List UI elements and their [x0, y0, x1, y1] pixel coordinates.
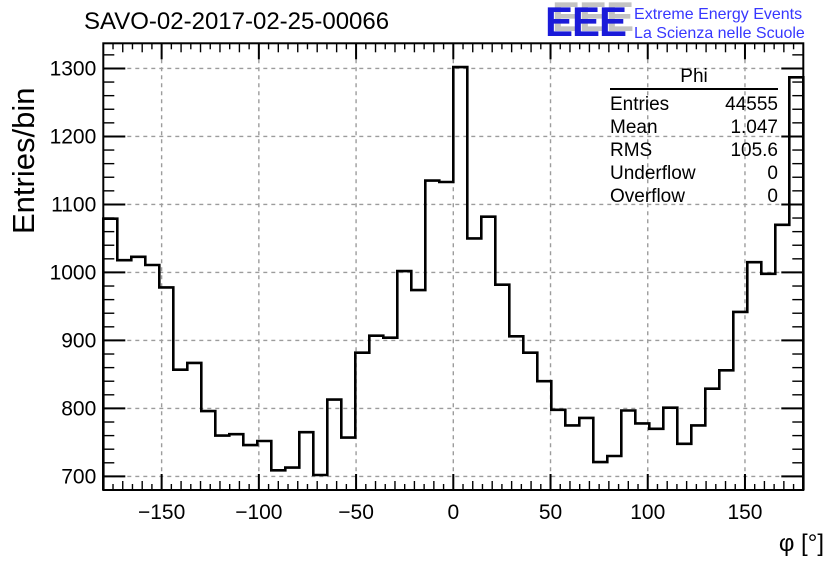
- y-tick-label: 1000: [50, 261, 97, 284]
- y-axis-title: Entries/bin: [6, 87, 41, 234]
- y-tick-label: 800: [61, 397, 96, 420]
- x-tick-label: 0: [447, 501, 459, 524]
- stats-row-rms: RMS 105.6: [610, 140, 778, 163]
- x-tick-label: 150: [727, 501, 762, 524]
- x-tick-label: −150: [138, 501, 185, 524]
- stats-label: Entries: [610, 94, 670, 115]
- eee-logo-acronym: EEE: [545, 0, 627, 45]
- x-axis-title: φ [°]: [778, 530, 824, 557]
- eee-logo-text: Extreme Energy Events La Scienza nelle S…: [634, 5, 805, 43]
- y-tick-label: 1100: [51, 193, 96, 216]
- y-tick-label: 900: [61, 329, 96, 352]
- stats-box: Phi Entries 44555 Mean 1.047 RMS 105.6 U…: [610, 66, 778, 209]
- stats-value: 105.6: [730, 140, 778, 161]
- stats-row-overflow: Overflow 0: [610, 186, 778, 209]
- eee-logo-line1: Extreme Energy Events: [634, 6, 803, 23]
- stats-value: 44555: [725, 94, 778, 115]
- stats-value: 1.047: [730, 117, 778, 138]
- stats-value: 0: [767, 163, 778, 184]
- stats-row-entries: Entries 44555: [610, 94, 778, 117]
- stats-label: RMS: [610, 140, 653, 161]
- y-tick-label: 1200: [50, 125, 97, 148]
- stats-row-mean: Mean 1.047: [610, 117, 778, 140]
- eee-logo-line2: La Scienza nelle Scuole: [634, 25, 805, 42]
- stats-label: Mean: [610, 117, 658, 138]
- y-tick-label: 1300: [50, 57, 97, 80]
- stats-label: Underflow: [610, 163, 696, 184]
- x-tick-label: −100: [235, 501, 282, 524]
- stats-value: 0: [767, 186, 778, 207]
- x-tick-label: 50: [539, 501, 562, 524]
- y-tick-label: 700: [61, 465, 96, 488]
- x-tick-label: 100: [630, 501, 665, 524]
- stats-box-title: Phi: [680, 66, 708, 87]
- stats-row-underflow: Underflow 0: [610, 163, 778, 186]
- x-tick-label: −50: [338, 501, 374, 524]
- eee-logo: EEE Extreme Energy Events La Scienza nel…: [545, 0, 805, 45]
- histogram-line: [102, 65, 805, 490]
- stats-box-rule: [610, 88, 778, 90]
- stats-label: Overflow: [610, 186, 685, 207]
- page-title: SAVO-02-2017-02-25-00066: [84, 8, 390, 35]
